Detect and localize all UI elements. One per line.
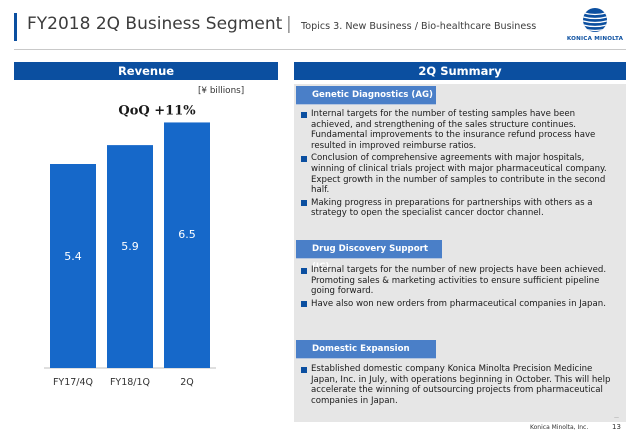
x-tick-label: FY17/4Q — [53, 377, 93, 388]
tag-domestic-expansion: Domestic Expansion — [296, 340, 436, 359]
bullet-item: Internal targets for the number of testi… — [300, 109, 618, 151]
bar-value-label: 6.5 — [178, 228, 196, 241]
bullet-item: Have also won new orders from pharmaceut… — [300, 299, 618, 310]
logo-wordmark: KONICA MINOLTA — [566, 36, 624, 42]
logo-globe-icon — [583, 8, 607, 32]
bullet-square-icon — [301, 111, 307, 118]
bullet-item: Established domestic company Konica Mino… — [300, 364, 618, 406]
qoq-annotation: QoQ +11% — [118, 103, 196, 118]
bar-2Q — [164, 122, 210, 368]
tag-genetic-diagnostics: Genetic Diagnostics (AG) — [296, 86, 436, 105]
company-logo: KONICA MINOLTA — [565, 6, 625, 48]
bar-value-label: 5.4 — [64, 250, 82, 263]
footer-company: Konica Minolta, Inc. — [530, 424, 589, 431]
genetic-diagnostics-bullets: Internal targets for the number of testi… — [300, 109, 618, 221]
bullet-square-icon — [301, 267, 307, 274]
bullet-text: Established domestic company Konica Mino… — [311, 364, 611, 406]
revenue-section-header: Revenue — [14, 62, 278, 80]
x-tick-label: 2Q — [180, 377, 194, 388]
bar-FY18/1Q — [107, 145, 153, 368]
x-tick-label: FY18/1Q — [110, 377, 150, 388]
bullet-square-icon — [301, 301, 307, 308]
page-mark: — — [614, 415, 619, 421]
bullet-square-icon — [301, 155, 307, 162]
page-title: FY2018 2Q Business Segment — [27, 14, 283, 34]
bullet-square-icon — [301, 200, 307, 207]
header-rule — [14, 49, 626, 50]
bullet-item: Making progress in preparations for part… — [300, 198, 618, 219]
title-accent-bar — [14, 13, 17, 41]
tag-drug-discovery-support: Drug Discovery Support (IC) — [296, 240, 442, 272]
bullet-item: Internal targets for the number of new p… — [300, 265, 618, 297]
title-divider: | — [286, 14, 292, 34]
drug-discovery-bullets: Internal targets for the number of new p… — [300, 265, 618, 311]
revenue-bar-chart: 5.4 FY17/4Q 5.9 FY18/1Q 6.5 2Q QoQ +11% — [44, 103, 216, 388]
bullet-text: Making progress in preparations for part… — [311, 197, 593, 219]
bullet-item: Conclusion of comprehensive agreements w… — [300, 153, 618, 195]
page-number: 13 — [612, 423, 621, 431]
bullet-text: Conclusion of comprehensive agreements w… — [311, 153, 607, 196]
bullet-square-icon — [301, 366, 307, 373]
bullet-text: Have also won new orders from pharmaceut… — [311, 298, 606, 309]
page-subtitle: Topics 3. New Business / Bio-healthcare … — [301, 21, 537, 32]
bullet-text: Internal targets for the number of new p… — [311, 265, 607, 297]
bullet-text: Internal targets for the number of testi… — [311, 109, 596, 151]
bar-value-label: 5.9 — [121, 240, 139, 253]
summary-section-header: 2Q Summary — [294, 62, 626, 80]
domestic-expansion-bullets: Established domestic company Konica Mino… — [300, 364, 618, 408]
header: FY2018 2Q Business Segment | Topics 3. N… — [0, 0, 640, 56]
chart-units-label: [¥ billions] — [198, 86, 245, 96]
bar-FY17/4Q — [50, 164, 96, 368]
